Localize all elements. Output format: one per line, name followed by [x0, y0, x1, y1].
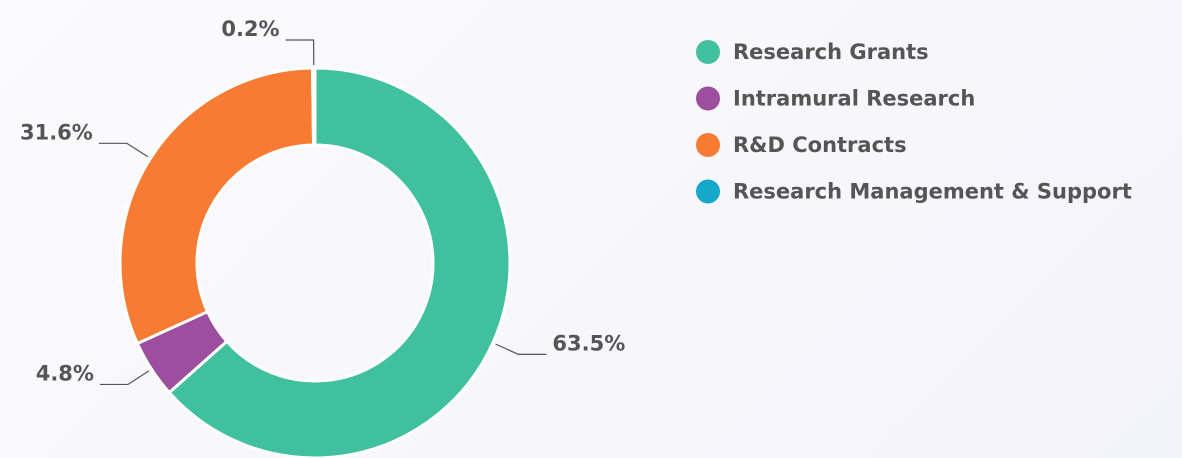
legend-swatch: [696, 179, 720, 204]
data-label: 31.6%: [20, 120, 93, 144]
legend-swatch: [696, 40, 720, 64]
legend-label: Research Management & Support: [733, 180, 1132, 204]
donut-slice: [118, 66, 316, 346]
legend-label: R&D Contracts: [733, 133, 907, 157]
data-label: 0.2%: [221, 17, 279, 41]
donut-slice: [311, 66, 317, 147]
legend-swatch: [696, 86, 720, 111]
legend-swatch: [696, 133, 720, 157]
legend-label: Intramural Research: [733, 87, 975, 111]
data-label: 63.5%: [552, 331, 625, 355]
leader-line: [99, 370, 150, 386]
legend-label: Research Grants: [733, 40, 929, 64]
donut-slice: [167, 66, 512, 458]
leader-line: [98, 142, 149, 158]
data-label: 4.8%: [36, 361, 94, 385]
leader-line: [285, 39, 315, 66]
leader-line: [495, 343, 547, 355]
